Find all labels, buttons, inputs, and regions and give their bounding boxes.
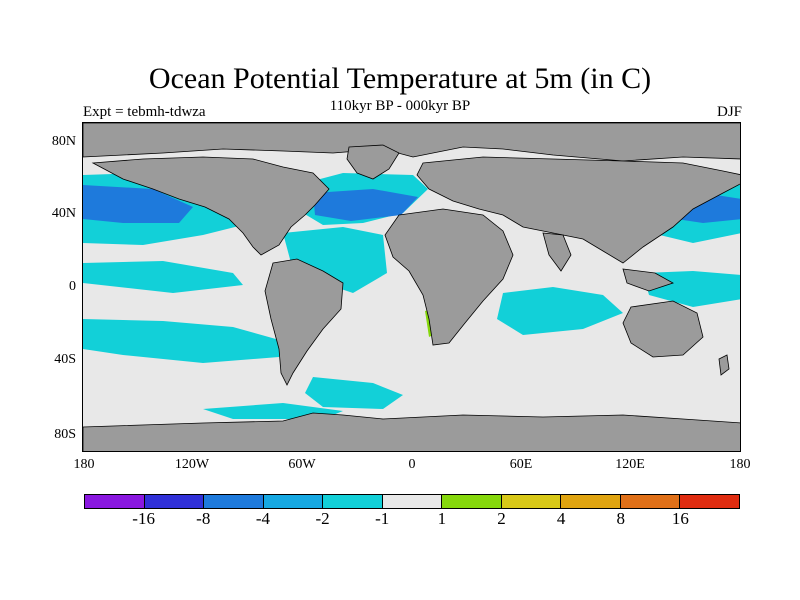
india [542,232,572,272]
colorbar-segment [143,494,205,509]
colorbar [84,494,741,509]
se-asia-islands [622,268,674,292]
anomaly-patches [83,137,740,419]
patch-east-pacific [83,261,243,293]
colorbar-segment [679,494,741,509]
lat-label-80s: 80S [54,427,76,442]
colorbar-tick-label: -2 [315,509,330,528]
patch-north-atlantic-strong [313,189,418,221]
world-map [83,123,740,451]
map-title: Ocean Potential Temperature at 5m (in C) [148,62,652,95]
season-label: DJF [716,104,742,120]
antarctica [83,412,740,451]
lon-label-120e: 120E [615,457,645,472]
lon-label-60w: 60W [288,457,316,472]
south-america [264,258,344,386]
colorbar-segment [560,494,621,509]
patch-north-pacific-strong [83,185,193,223]
land-masses [83,123,740,451]
patch-indian-ocean [497,287,623,335]
new-zealand [718,354,730,376]
colorbar-tick-label: 4 [556,509,566,528]
experiment-label: Expt = tebmh-tdwza [83,104,206,120]
africa [384,208,514,346]
lat-label-40s: 40S [54,352,76,367]
lon-label-180w: 180 [73,457,95,472]
colorbar-tick-label: -8 [196,509,211,528]
lat-label-40n: 40N [51,206,76,221]
patch-south-atlantic [305,377,403,409]
colorbar-segment [441,494,502,509]
colorbar-tick-label: 16 [671,509,689,528]
patch-tropical-atlantic [283,227,387,293]
lat-label-80n: 80N [51,134,76,149]
eurasia [416,156,740,264]
colorbar-tick-label: 1 [437,509,447,528]
patch-south-pacific [83,319,283,363]
colorbar-segment [203,494,264,509]
north-america [91,156,330,256]
colorbar-segment [619,494,681,509]
colorbar-tick-label: -4 [255,509,270,528]
colorbar-tick-label: 8 [616,509,625,528]
colorbar-segment [500,494,562,509]
colorbar-tick-label: -1 [375,509,390,528]
map-subtitle: 110kyr BP - 000kyr BP [329,98,471,114]
greenland [346,144,400,180]
colorbar-segment [84,494,145,509]
map-panel [82,122,741,452]
colorbar-segment [322,494,383,509]
arctic-land [83,123,740,162]
lon-label-0: 0 [408,457,416,472]
colorbar-tick-label: -16 [132,509,155,528]
colorbar-segment [381,494,443,509]
colorbar-tick-label: 2 [497,509,506,528]
australia [622,300,704,358]
lon-label-120w: 120W [174,457,210,472]
lon-label-180e: 180 [729,457,751,472]
lat-label-eq: 0 [69,279,76,294]
lon-label-60e: 60E [509,457,533,472]
colorbar-segment [262,494,324,509]
